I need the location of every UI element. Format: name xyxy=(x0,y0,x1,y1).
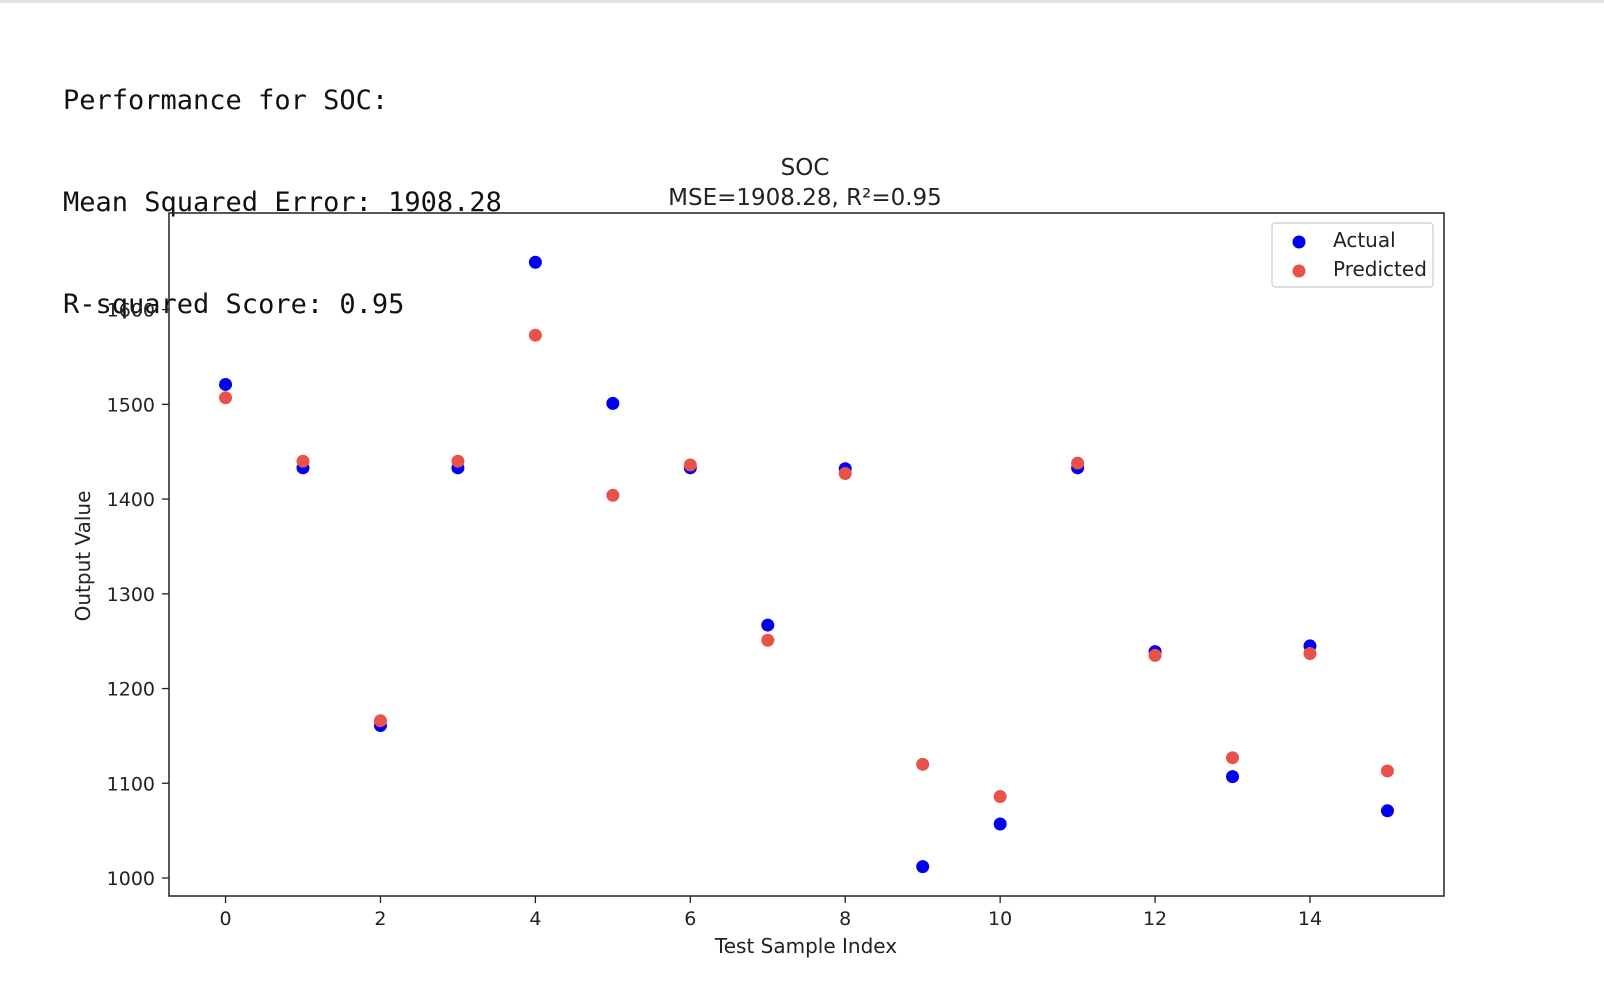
x-axis-label: Test Sample Index xyxy=(714,934,897,958)
point-predicted xyxy=(838,467,852,481)
point-predicted xyxy=(761,633,775,647)
cell-top-border xyxy=(0,0,1604,3)
output-line-r2: R-squared Score: 0.95 xyxy=(63,289,405,320)
legend-label-actual: Actual xyxy=(1333,228,1396,252)
x-axis: 0 2 4 6 8 10 12 14 xyxy=(219,896,1322,930)
y-tick-label: 1200 xyxy=(107,679,155,701)
output-line-title: Performance for SOC: xyxy=(63,85,389,116)
x-tick-label: 12 xyxy=(1143,908,1167,930)
point-predicted xyxy=(1303,646,1317,660)
legend-marker-actual xyxy=(1292,235,1306,249)
point-actual xyxy=(1380,804,1394,818)
point-predicted xyxy=(916,757,930,771)
cell-output-text: Performance for SOC: Mean Squared Error:… xyxy=(63,16,502,356)
x-tick-label: 14 xyxy=(1298,908,1322,930)
y-axis: 1000 1100 1200 1300 1400 1500 1600 xyxy=(107,300,169,890)
point-predicted xyxy=(1226,751,1240,765)
point-actual xyxy=(528,255,542,269)
y-tick-label: 1000 xyxy=(107,868,155,890)
point-actual xyxy=(916,860,930,874)
point-predicted xyxy=(528,328,542,342)
point-predicted xyxy=(451,454,465,468)
point-actual xyxy=(219,377,233,391)
y-tick-label: 1600 xyxy=(107,300,155,322)
chart-title: SOC xyxy=(781,155,830,181)
x-tick-label: 6 xyxy=(684,908,696,930)
y-tick-label: 1100 xyxy=(107,773,155,795)
point-actual xyxy=(1226,770,1240,784)
y-axis-label: Output Value xyxy=(71,491,95,622)
x-tick-label: 8 xyxy=(839,908,851,930)
point-predicted xyxy=(1148,648,1162,662)
legend-label-predicted: Predicted xyxy=(1333,257,1427,281)
point-actual xyxy=(606,396,620,410)
point-predicted xyxy=(373,714,387,728)
x-tick-label: 4 xyxy=(529,908,541,930)
point-actual xyxy=(761,618,775,632)
legend-marker-predicted xyxy=(1292,264,1306,278)
point-predicted xyxy=(296,454,310,468)
point-actual xyxy=(993,817,1007,831)
x-tick-label: 0 xyxy=(219,908,231,930)
point-predicted xyxy=(993,790,1007,804)
data-points xyxy=(219,255,1394,874)
y-tick-label: 1300 xyxy=(107,584,155,606)
point-predicted xyxy=(683,458,697,472)
point-predicted xyxy=(1380,764,1394,778)
x-tick-label: 2 xyxy=(374,908,386,930)
y-tick-label: 1500 xyxy=(107,394,155,416)
legend-box xyxy=(1271,222,1434,288)
plot-area-frame xyxy=(168,212,1445,897)
chart-subtitle: MSE=1908.28, R²=0.95 xyxy=(668,185,942,211)
point-predicted xyxy=(1071,456,1085,470)
legend: Actual Predicted xyxy=(1271,222,1434,288)
point-predicted xyxy=(219,391,233,405)
point-predicted xyxy=(606,488,620,502)
y-tick-label: 1400 xyxy=(107,489,155,511)
x-tick-label: 10 xyxy=(988,908,1012,930)
